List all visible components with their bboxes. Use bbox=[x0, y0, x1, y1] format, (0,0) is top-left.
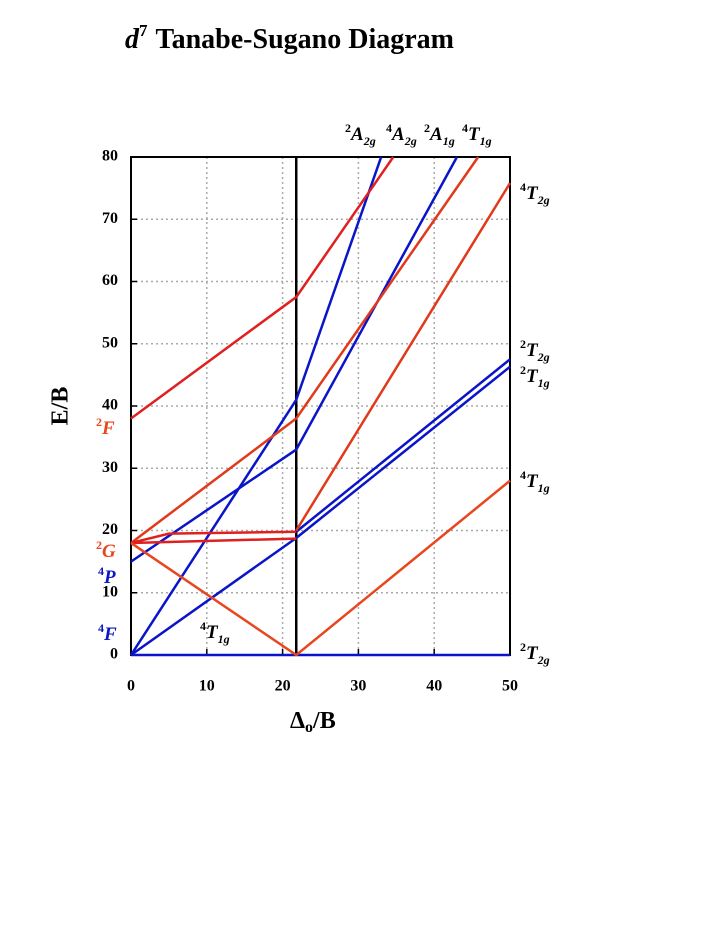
term-letter: A bbox=[350, 124, 364, 145]
term-spin: 2 bbox=[96, 415, 102, 429]
series-line bbox=[130, 156, 459, 563]
series-line bbox=[129, 156, 383, 656]
term-spin: 2 bbox=[520, 363, 526, 377]
term-sub: 1g bbox=[538, 376, 550, 390]
term-letter: F bbox=[101, 418, 115, 439]
y-tick-label: 50 bbox=[102, 334, 118, 351]
y-tick-label: 30 bbox=[102, 459, 118, 476]
term-letter: G bbox=[102, 541, 116, 562]
series-line bbox=[130, 479, 511, 657]
y-tick-label: 40 bbox=[102, 397, 118, 414]
series-line bbox=[130, 537, 297, 545]
series-line bbox=[130, 365, 511, 657]
title-text: Tanabe-Sugano Diagram bbox=[156, 24, 454, 55]
term-label: 2T2g bbox=[520, 640, 550, 667]
term-label: 2G bbox=[96, 538, 116, 563]
term-spin: 4 bbox=[200, 619, 206, 633]
term-letter: T bbox=[526, 340, 539, 361]
term-spin: 4 bbox=[520, 468, 526, 482]
x-tick-label: 0 bbox=[127, 678, 135, 695]
term-sub: 1g bbox=[443, 134, 455, 148]
term-letter: P bbox=[103, 567, 116, 588]
x-tick-label: 10 bbox=[199, 678, 215, 695]
y-tick-label: 10 bbox=[102, 583, 118, 600]
term-spin: 2 bbox=[345, 121, 351, 135]
term-letter: T bbox=[526, 183, 539, 204]
term-letter: T bbox=[526, 366, 539, 387]
term-spin: 2 bbox=[520, 640, 526, 654]
term-sub: 2g bbox=[404, 134, 417, 148]
term-label: 2T2g bbox=[520, 337, 550, 364]
term-letter: A bbox=[391, 124, 405, 145]
x-tick-label: 50 bbox=[502, 678, 518, 695]
term-sub: 1g bbox=[480, 134, 492, 148]
x-label-sub: o bbox=[305, 719, 313, 736]
term-label: 2A2g bbox=[345, 121, 376, 148]
term-letter: F bbox=[103, 624, 117, 645]
term-letter: A bbox=[429, 124, 443, 145]
x-axis-label: Δo/B bbox=[290, 708, 336, 736]
x-label-main: Δ bbox=[290, 708, 305, 734]
series-line bbox=[130, 156, 480, 544]
series-line bbox=[130, 530, 297, 545]
chart-title: d7 Tanabe-Sugano Diagram bbox=[125, 21, 454, 56]
y-tick-label: 80 bbox=[102, 148, 118, 165]
term-letter: T bbox=[468, 124, 481, 145]
term-sub: 1g bbox=[538, 481, 550, 495]
term-label: 4P bbox=[98, 564, 116, 589]
title-italic: d bbox=[125, 24, 140, 55]
term-label: 4T2g bbox=[520, 180, 550, 207]
term-letter: T bbox=[526, 471, 539, 492]
term-label: 2A1g bbox=[424, 121, 455, 148]
title-sup: 7 bbox=[139, 21, 148, 40]
term-label: 4A2g bbox=[386, 121, 417, 148]
term-label: 4T1g bbox=[520, 468, 550, 495]
term-sub: 2g bbox=[537, 193, 550, 207]
series-line bbox=[295, 358, 511, 533]
y-tick-label: 20 bbox=[102, 521, 118, 538]
term-spin: 2 bbox=[424, 121, 430, 135]
term-spin: 4 bbox=[386, 121, 392, 135]
term-label: 2T1g bbox=[520, 363, 550, 390]
term-label: 4T1g bbox=[200, 619, 230, 646]
term-sub: 1g bbox=[218, 632, 230, 646]
series-line bbox=[130, 156, 395, 420]
term-sub: 2g bbox=[537, 350, 550, 364]
term-spin: 4 bbox=[98, 621, 104, 635]
term-spin: 4 bbox=[520, 180, 526, 194]
term-sub: 2g bbox=[363, 134, 376, 148]
y-axis-label: E/B bbox=[48, 387, 74, 426]
series-line bbox=[295, 182, 512, 532]
y-tick-label: 60 bbox=[102, 272, 118, 289]
term-sub: 2g bbox=[537, 653, 550, 667]
x-tick-label: 20 bbox=[275, 678, 291, 695]
term-letter: T bbox=[206, 622, 219, 643]
term-spin: 4 bbox=[462, 121, 468, 135]
term-label: 4T1g bbox=[462, 121, 492, 148]
y-tick-label: 0 bbox=[110, 646, 118, 663]
term-spin: 4 bbox=[98, 564, 104, 578]
y-tick-label: 70 bbox=[102, 210, 118, 227]
term-label: 4F bbox=[98, 621, 117, 646]
term-label: 2F bbox=[96, 415, 115, 440]
x-tick-label: 30 bbox=[350, 678, 366, 695]
term-spin: 2 bbox=[520, 337, 526, 351]
x-label-rest: /B bbox=[312, 708, 336, 734]
term-letter: T bbox=[526, 643, 539, 664]
x-tick-label: 40 bbox=[426, 678, 442, 695]
term-spin: 2 bbox=[96, 538, 102, 552]
